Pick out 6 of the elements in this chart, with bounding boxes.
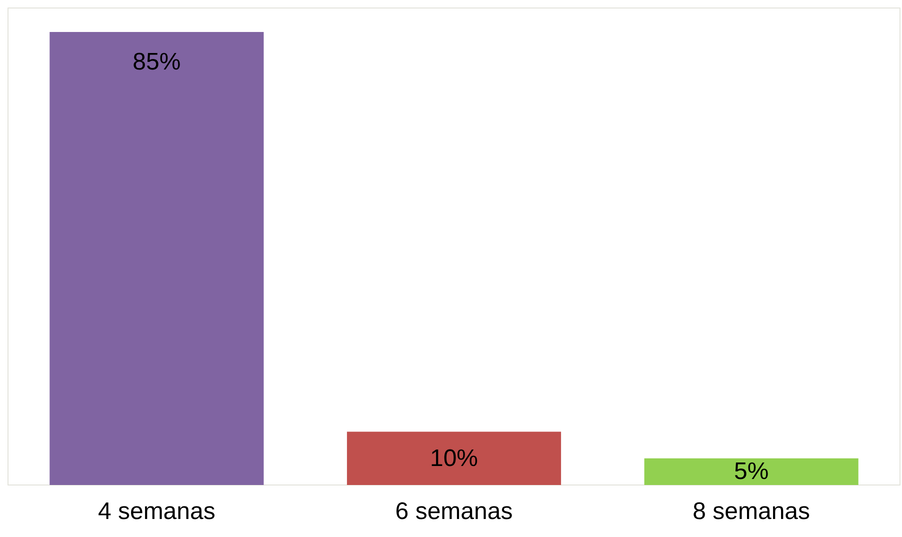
data-label: 10% xyxy=(430,444,478,472)
x-tick-label: 8 semanas xyxy=(692,498,810,525)
data-label: 5% xyxy=(734,458,769,486)
data-label: 85% xyxy=(132,48,181,76)
x-tick-label: 4 semanas xyxy=(98,498,216,525)
x-tick-label: 6 semanas xyxy=(395,498,513,525)
